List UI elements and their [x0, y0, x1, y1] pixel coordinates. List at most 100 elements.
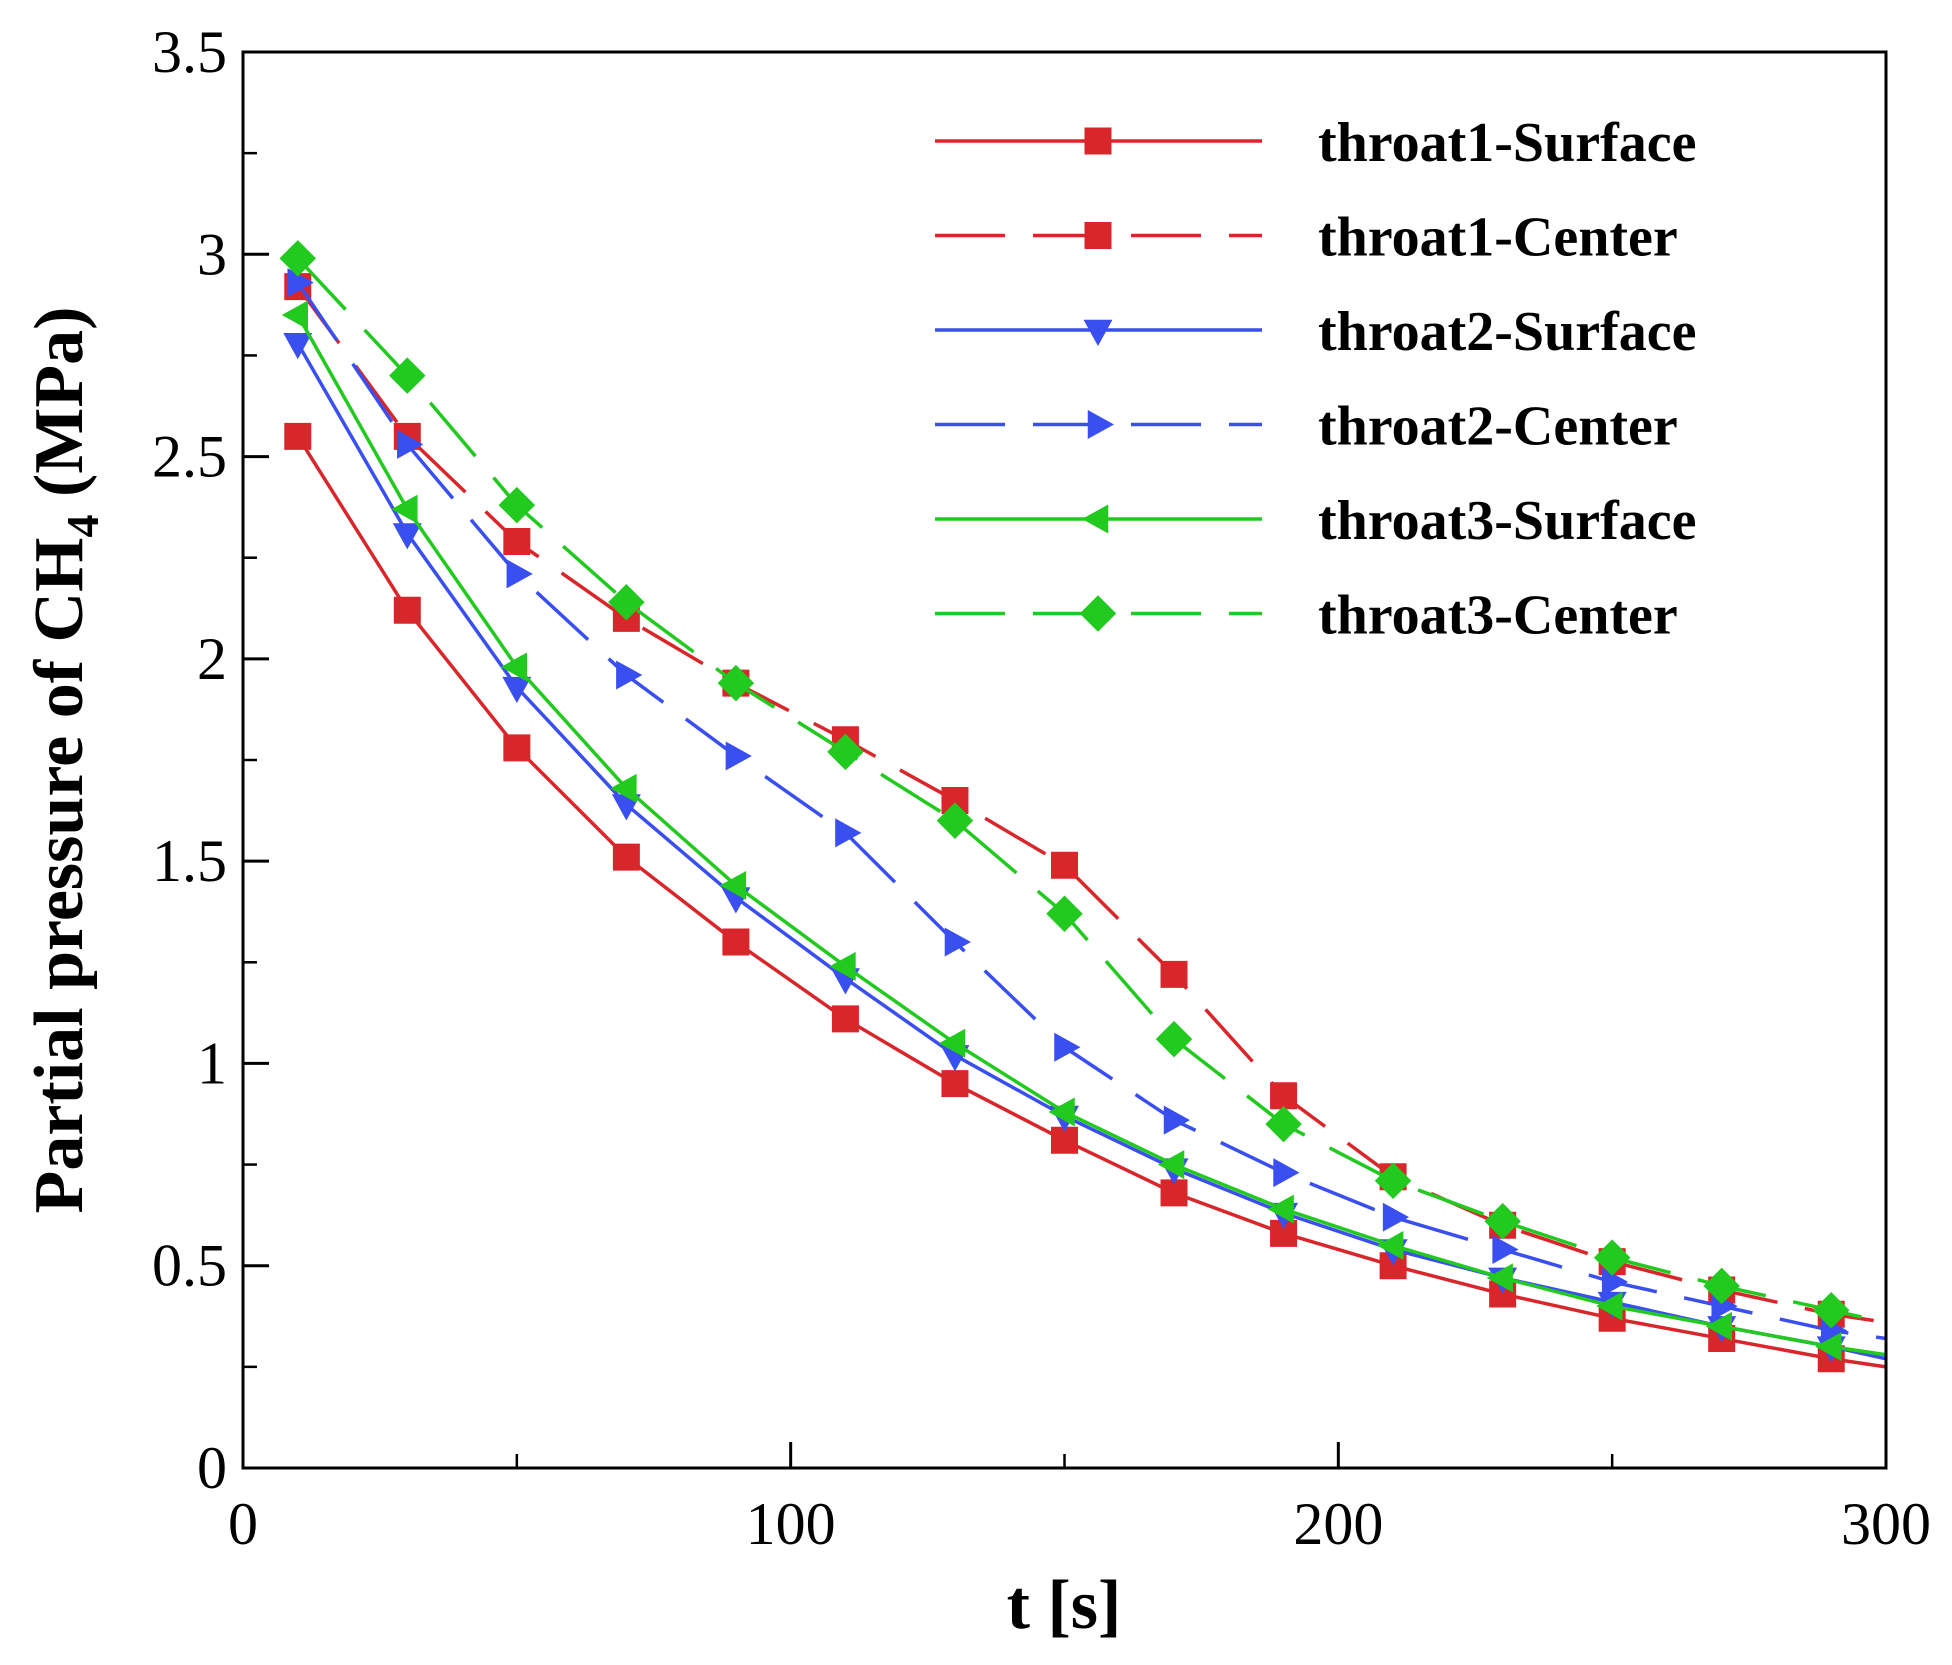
data-point-throat1-Surface	[831, 1005, 859, 1033]
x-tick-label: 300	[1841, 1491, 1931, 1557]
legend-entry: throat1-Surface	[935, 112, 1696, 174]
y-axis-title-unit: (MPa)	[21, 307, 98, 515]
legend-marker	[1082, 504, 1109, 534]
legend-label: throat2-Center	[1318, 396, 1678, 458]
data-point-throat3-Surface	[610, 773, 637, 803]
data-point-throat3-Center	[389, 357, 426, 394]
data-point-throat2-Center	[1054, 1032, 1081, 1062]
data-point-throat1-Surface	[722, 928, 750, 956]
y-tick-label: 1.5	[152, 828, 227, 894]
data-point-throat3-Surface	[1377, 1230, 1404, 1260]
y-axis-title-main: Partial pressure of CH	[21, 538, 98, 1214]
data-point-throat1-Center	[503, 528, 531, 556]
tick-labels-layer: 0 100 200 300 0 0.5 1 1.5 2 2.5 3 3.5	[152, 19, 1931, 1557]
legend-entry: throat2-Surface	[935, 301, 1696, 363]
legend-label: throat3-Surface	[1318, 490, 1696, 552]
data-point-throat3-Center	[936, 802, 974, 839]
data-point-throat3-Center	[1265, 1105, 1302, 1143]
data-point-throat3-Center	[717, 664, 755, 702]
series-throat3-Surface	[281, 300, 1887, 1362]
x-tick-label: 0	[228, 1491, 258, 1557]
data-point-throat3-Center	[279, 240, 317, 277]
data-point-throat2-Surface	[283, 333, 313, 360]
series-throat3-Center	[279, 240, 1887, 1329]
data-point-throat3-Surface	[1048, 1097, 1075, 1127]
data-point-throat1-Center	[941, 786, 969, 814]
legend-entry: throat2-Center	[935, 396, 1678, 458]
data-point-throat3-Surface	[391, 494, 418, 524]
data-point-throat2-Surface	[502, 676, 532, 704]
legend-entry: throat3-Center	[935, 585, 1678, 647]
data-point-throat3-Surface	[1486, 1263, 1513, 1293]
y-tick-label: 2	[197, 626, 227, 692]
data-point-throat3-Center	[1484, 1202, 1521, 1240]
data-point-throat2-Center	[1273, 1158, 1300, 1188]
y-tick-label: 0.5	[152, 1233, 227, 1299]
legend-marker	[1083, 319, 1113, 346]
legend-marker	[1084, 127, 1112, 155]
data-point-throat3-Surface	[1158, 1150, 1185, 1180]
data-point-throat3-Center	[827, 733, 864, 771]
data-point-throat3-Center	[498, 486, 536, 524]
data-point-throat2-Center	[1492, 1235, 1519, 1265]
x-tick-label: 100	[746, 1491, 836, 1557]
series-line-throat3-Surface	[296, 314, 1887, 1357]
legend-entry: throat1-Center	[935, 207, 1678, 269]
x-axis-title: t [s]	[1007, 1567, 1122, 1644]
data-point-throat3-Center	[1155, 1020, 1193, 1058]
data-point-throat2-Center	[944, 927, 971, 957]
legend: throat1-Surface throat1-Center throat2-Sur…	[935, 112, 1696, 647]
series-line-throat2-Surface	[296, 342, 1887, 1361]
data-point-throat3-Surface	[938, 1028, 966, 1058]
y-tick-label: 0	[197, 1435, 227, 1501]
x-tick-label: 200	[1293, 1491, 1383, 1557]
y-tick-label: 3.5	[152, 19, 227, 85]
data-point-throat3-Center	[1703, 1267, 1740, 1305]
legend-label: throat3-Center	[1318, 585, 1678, 647]
data-point-throat2-Center	[1382, 1202, 1410, 1232]
legend-marker	[1084, 222, 1112, 249]
data-point-throat3-Surface	[281, 300, 309, 330]
data-point-throat3-Surface	[1815, 1332, 1842, 1362]
data-point-throat3-Center	[1593, 1239, 1631, 1276]
data-point-throat2-Center	[1163, 1105, 1191, 1135]
series-line-throat2-Center	[296, 281, 1887, 1341]
data-point-throat3-Surface	[1596, 1291, 1623, 1321]
data-point-throat2-Center	[1601, 1267, 1629, 1297]
data-point-throat2-Center	[725, 741, 752, 771]
y-tick-label: 3	[197, 221, 227, 287]
legend-marker	[1079, 595, 1117, 632]
data-point-throat3-Center	[608, 583, 645, 621]
legend-marker	[1087, 410, 1114, 439]
legend-label: throat1-Surface	[1318, 112, 1696, 174]
series-throat2-Center	[287, 268, 1887, 1345]
y-tick-label: 1	[197, 1030, 227, 1096]
y-tick-label: 2.5	[152, 424, 227, 490]
data-point-throat1-Surface	[1160, 1179, 1188, 1207]
data-point-throat3-Center	[1812, 1291, 1850, 1329]
data-point-throat2-Surface	[392, 523, 422, 550]
series-line-throat1-Surface	[296, 435, 1887, 1369]
data-point-throat1-Surface	[284, 422, 312, 450]
data-point-throat1-Surface	[612, 843, 640, 871]
data-point-throat3-Center	[1374, 1162, 1412, 1200]
data-point-throat1-Surface	[1051, 1126, 1078, 1154]
series-line-throat3-Center	[296, 257, 1887, 1325]
data-point-throat1-Surface	[503, 734, 531, 762]
data-point-throat3-Surface	[719, 870, 747, 900]
y-axis-title: Partial pressure of CH4 (MPa)	[21, 307, 108, 1214]
data-point-throat2-Center	[616, 660, 643, 690]
data-point-throat3-Surface	[1705, 1311, 1732, 1341]
data-point-throat1-Surface	[941, 1070, 969, 1098]
data-point-throat2-Center	[835, 818, 862, 848]
data-point-throat2-Center	[506, 559, 533, 589]
series-layer	[279, 240, 1887, 1373]
data-point-throat3-Center	[1046, 895, 1083, 932]
y-axis-title-subscript: 4	[57, 515, 108, 538]
data-point-throat1-Center	[1160, 960, 1188, 988]
legend-label: throat1-Center	[1318, 207, 1678, 269]
data-point-throat1-Center	[1270, 1082, 1298, 1110]
legend-entry: throat3-Surface	[935, 490, 1696, 552]
